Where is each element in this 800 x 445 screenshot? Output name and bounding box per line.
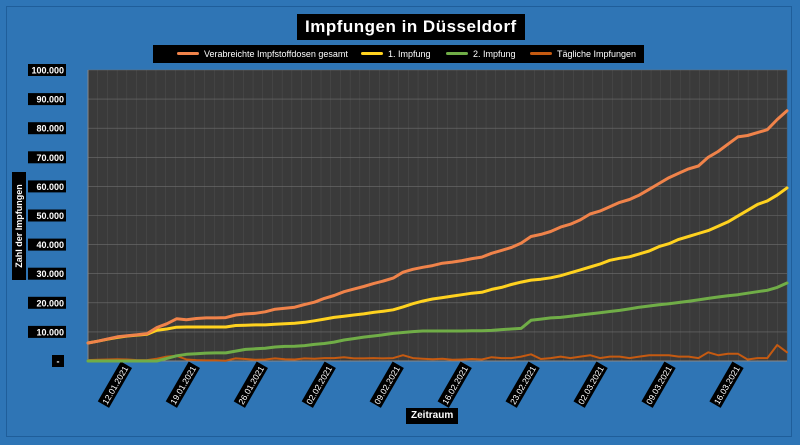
x-tick-label: 09.02.2021: [372, 364, 402, 406]
x-tick-label-background: [165, 361, 200, 408]
y-axis-title: Zahl der Impfungen: [12, 172, 26, 280]
series-line-2: [86, 281, 789, 363]
y-tick-label-background: [28, 64, 66, 76]
x-tick-label-background: [301, 361, 336, 408]
legend-label-taegliche: Tägliche Impfungen: [557, 49, 637, 59]
y-tick-label: 60.000: [36, 182, 64, 192]
x-tick-label-background: [369, 361, 404, 408]
x-tick-label: 16.02.2021: [440, 364, 470, 406]
y-tick-label: 90.000: [36, 95, 64, 105]
y-tick-label-background: [28, 267, 66, 280]
legend-label-zweite-impfung: 2. Impfung: [473, 49, 516, 59]
x-tick-label-background: [437, 361, 472, 408]
x-tick-label: 09.03.2021: [644, 364, 674, 406]
chart-title: Impfungen in Düsseldorf: [297, 14, 525, 40]
legend-label-gesamt: Verabreichte Impfstoffdosen gesamt: [204, 49, 348, 59]
x-tick-label: 19.01.2021: [168, 364, 198, 406]
y-tick-label: 20.000: [36, 298, 64, 308]
y-tick-label: -: [57, 357, 60, 367]
x-tick-label-group: 09.02.2021: [369, 361, 404, 408]
x-tick-label-background: [505, 361, 540, 408]
x-tick-label: 02.03.2021: [576, 364, 606, 406]
y-tick-label-background: [28, 151, 66, 164]
y-tick-label: 70.000: [36, 153, 64, 163]
x-tick-label-group: 16.02.2021: [437, 361, 472, 408]
series-line-3: [87, 344, 788, 362]
y-tick-label-background: [52, 355, 64, 367]
y-tick-label-background: [28, 325, 66, 338]
legend-swatch-gesamt: [177, 52, 199, 55]
legend-swatch-erste-impfung: [361, 52, 383, 55]
x-tick-label-background: [573, 361, 608, 408]
legend-label-erste-impfung: 1. Impfung: [388, 49, 431, 59]
x-tick-label-group: 02.03.2021: [573, 361, 608, 408]
y-tick-label-background: [28, 122, 66, 135]
y-tick-label-background: [28, 180, 66, 193]
y-axis-title-text: Zahl der Impfungen: [14, 184, 24, 268]
legend: Verabreichte Impfstoffdosen gesamt 1. Im…: [153, 45, 644, 63]
x-tick-label-group: 19.01.2021: [165, 361, 200, 408]
x-tick-label: 26.01.2021: [236, 364, 266, 406]
y-tick-label: 40.000: [36, 240, 64, 250]
x-tick-label-background: [233, 361, 268, 408]
series-line-1: [86, 186, 789, 345]
x-tick-label-group: 26.01.2021: [233, 361, 268, 408]
legend-swatch-zweite-impfung: [446, 52, 468, 55]
x-tick-label-group: 09.03.2021: [641, 361, 676, 408]
y-tick-label-background: [28, 209, 66, 222]
y-tick-label-background: [28, 93, 66, 106]
y-tick-label: 30.000: [36, 269, 64, 279]
x-tick-label-group: 12.01.2021: [97, 361, 133, 408]
x-tick-label-background: [709, 361, 744, 408]
x-tick-label: 02.02.2021: [304, 364, 334, 406]
x-tick-label-background: [97, 361, 133, 408]
x-tick-label-group: 02.02.2021: [301, 361, 336, 408]
y-tick-label: 100.000: [31, 66, 64, 76]
x-tick-label-group: 23.02.2021: [505, 361, 540, 408]
series-line-0: [86, 109, 789, 345]
y-tick-label-background: [28, 296, 66, 309]
legend-swatch-taegliche: [530, 52, 552, 55]
x-axis-title: Zeitraum: [406, 408, 459, 424]
x-tick-label: 12.01.2021: [100, 364, 130, 406]
y-tick-label-background: [28, 238, 66, 251]
y-tick-label: 50.000: [36, 211, 64, 221]
x-tick-label-background: [641, 361, 676, 408]
x-tick-label: 16.03.2021: [712, 364, 742, 406]
x-tick-label-group: 16.03.2021: [709, 361, 744, 408]
y-tick-label: 10.000: [36, 327, 64, 337]
x-tick-label: 23.02.2021: [508, 364, 538, 406]
y-tick-label: 80.000: [36, 124, 64, 134]
